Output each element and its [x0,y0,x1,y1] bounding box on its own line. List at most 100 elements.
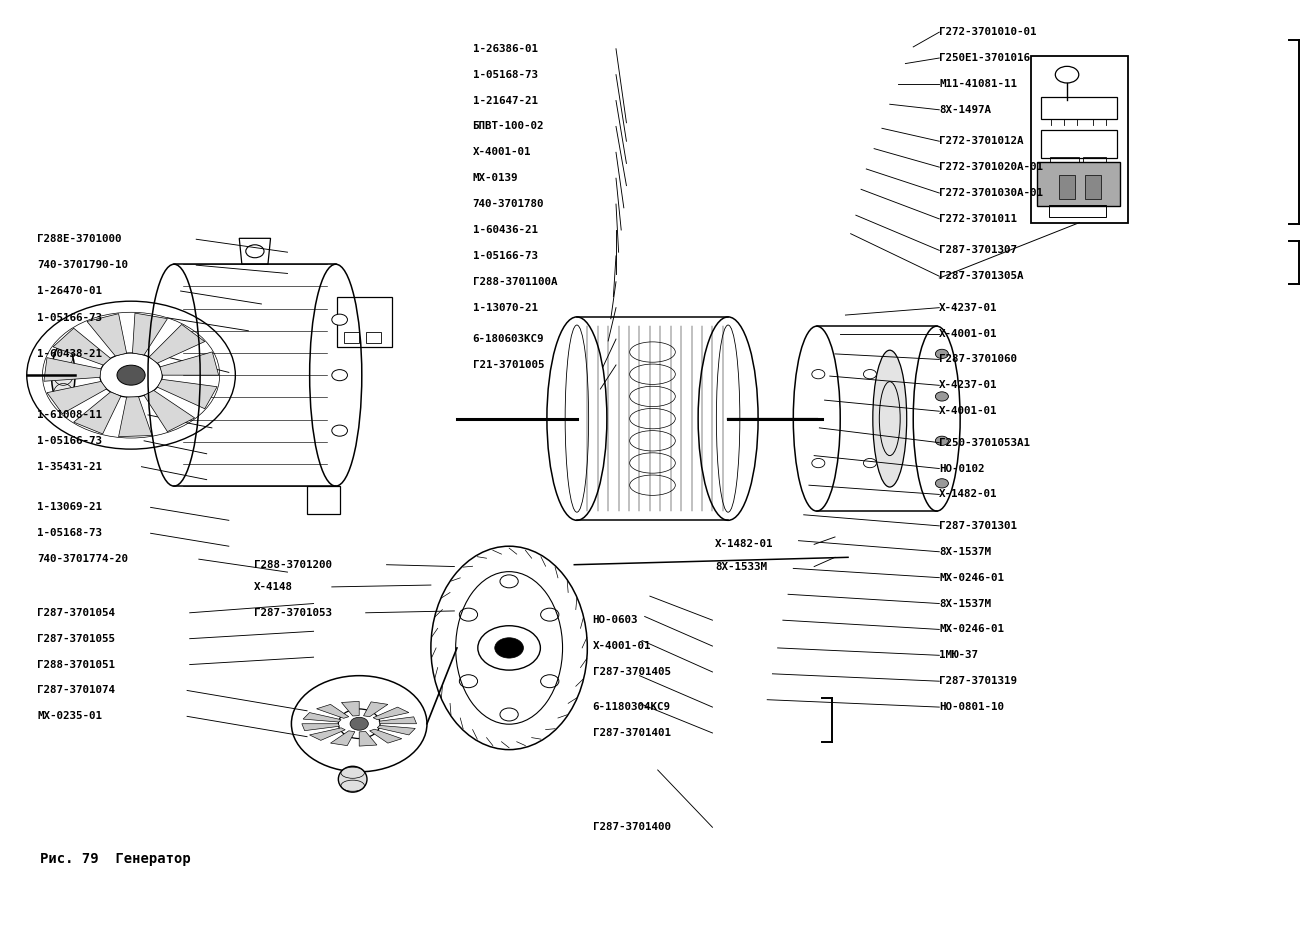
Polygon shape [87,314,127,356]
Text: 1-05168-73: 1-05168-73 [38,528,102,538]
Text: Г21-3701005: Г21-3701005 [472,360,544,370]
Polygon shape [132,313,167,355]
Polygon shape [54,328,111,365]
Text: МХ-0235-01: МХ-0235-01 [38,711,102,721]
Text: Г288-3701100А: Г288-3701100А [472,277,557,287]
Polygon shape [364,702,388,717]
Text: Г272-3701011: Г272-3701011 [940,214,1018,224]
Bar [1037,161,1121,206]
Polygon shape [377,725,415,735]
Bar [1051,156,1079,167]
Circle shape [936,479,949,488]
Text: 6-180603КС9: 6-180603КС9 [472,334,544,344]
Text: Г287-3701301: Г287-3701301 [940,520,1018,531]
Circle shape [338,709,380,739]
Polygon shape [301,724,339,731]
Circle shape [99,353,162,397]
Text: Г272-3701012А: Г272-3701012А [940,136,1024,146]
Polygon shape [119,396,151,437]
Ellipse shape [51,344,74,407]
Circle shape [936,392,949,401]
Text: Г287-3701405: Г287-3701405 [592,667,671,677]
Text: Г288-3701200: Г288-3701200 [253,559,331,569]
Ellipse shape [873,350,907,487]
Text: Х-4001-01: Х-4001-01 [592,641,651,651]
Text: 6-1180304КС9: 6-1180304КС9 [592,702,671,712]
Text: 1-05166-73: 1-05166-73 [38,436,102,445]
Text: НО-0603: НО-0603 [592,615,638,625]
Text: 1-05166-73: 1-05166-73 [38,313,102,323]
Polygon shape [342,701,359,716]
Text: 8Х-1533М: 8Х-1533М [715,561,767,571]
Polygon shape [47,382,107,414]
Ellipse shape [338,767,367,792]
Circle shape [812,369,825,379]
Bar [343,332,359,343]
Text: Г288Е-3701000: Г288Е-3701000 [38,234,121,244]
Text: Х-4001-01: Х-4001-01 [940,407,998,416]
Text: 1-05168-73: 1-05168-73 [472,69,538,80]
Text: МХ-0246-01: МХ-0246-01 [940,572,1005,582]
Text: Г287-3701319: Г287-3701319 [940,676,1018,686]
Polygon shape [161,352,219,375]
Bar [1041,97,1117,119]
Bar [1049,205,1107,217]
Text: Г287-3701307: Г287-3701307 [940,245,1018,256]
Bar [1083,156,1107,167]
Polygon shape [330,731,355,745]
Text: 1-35431-21: 1-35431-21 [38,462,102,471]
Text: 1-26386-01: 1-26386-01 [472,44,538,54]
Bar [365,332,381,343]
Text: Рис. 79  Генератор: Рис. 79 Генератор [40,852,191,866]
Text: 1-26470-01: 1-26470-01 [38,286,102,296]
Text: Г287-3701060: Г287-3701060 [940,355,1018,365]
Text: НО-0801-10: НО-0801-10 [940,702,1005,712]
Text: Г287-3701055: Г287-3701055 [38,633,115,644]
Text: Г250Е1-3701016: Г250Е1-3701016 [940,53,1030,63]
Polygon shape [149,324,205,363]
Circle shape [812,458,825,468]
Polygon shape [73,392,121,434]
Text: 1-21647-21: 1-21647-21 [472,95,538,106]
Bar [1031,56,1129,222]
Polygon shape [317,705,348,719]
Text: Х-4148: Х-4148 [253,582,292,592]
Bar [1060,174,1075,198]
Circle shape [331,425,347,436]
Polygon shape [44,357,100,382]
Text: 1-61008-11: 1-61008-11 [38,410,102,419]
Circle shape [864,458,877,468]
Text: Х-4237-01: Х-4237-01 [940,381,998,391]
Text: 740-3701790-10: 740-3701790-10 [38,260,128,270]
Text: Г287-3701305А: Г287-3701305А [940,271,1024,282]
Text: БПВТ-100-02: БПВТ-100-02 [472,121,544,131]
Text: 8Х-1537М: 8Х-1537М [940,598,992,608]
Circle shape [331,369,347,381]
Text: 1-13069-21: 1-13069-21 [38,503,102,512]
Text: Х-4001-01: Х-4001-01 [472,147,531,157]
Text: Г287-3701400: Г287-3701400 [592,822,671,832]
Polygon shape [369,729,402,744]
Text: Х-4001-01: Х-4001-01 [940,329,998,339]
Text: Г288-3701051: Г288-3701051 [38,659,115,669]
Text: Г272-3701030А-01: Г272-3701030А-01 [940,188,1043,198]
Text: Г272-3701010-01: Г272-3701010-01 [940,27,1036,37]
Text: Х-1482-01: Х-1482-01 [940,490,998,499]
Text: 8Х-1497А: 8Х-1497А [940,105,992,115]
Text: 1-05166-73: 1-05166-73 [472,251,538,261]
Circle shape [864,369,877,379]
Text: 740-3701780: 740-3701780 [472,199,544,209]
Bar [337,296,392,347]
Text: НО-0102: НО-0102 [940,464,985,473]
Text: 1-60438-21: 1-60438-21 [38,349,102,359]
Text: 1-60436-21: 1-60436-21 [472,225,538,235]
Polygon shape [303,712,341,722]
Text: Г287-3701074: Г287-3701074 [38,685,115,695]
Text: 1-13070-21: 1-13070-21 [472,303,538,313]
Circle shape [350,718,368,731]
Text: 8Х-1537М: 8Х-1537М [940,546,992,557]
Text: МХ-0139: МХ-0139 [472,173,518,183]
Text: Х-4237-01: Х-4237-01 [940,303,998,313]
Text: Г250-3701053А1: Г250-3701053А1 [940,438,1030,447]
Circle shape [936,436,949,445]
